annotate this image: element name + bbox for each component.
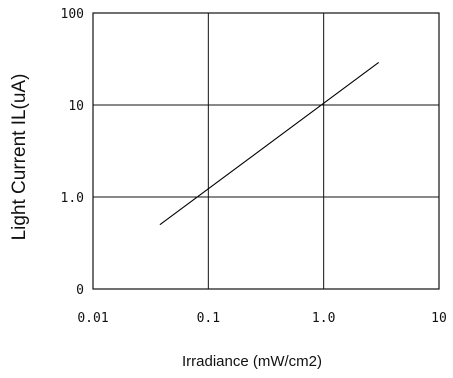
y-axis-ticks: 0 1.0 10 100 [61,7,84,298]
plot-frame [92,12,440,290]
y-axis-title: Light Current IL(uA) [9,74,30,241]
x-tick-label: 0.1 [197,311,220,326]
series-layer [159,62,380,226]
y-tick-label: 1.0 [61,191,84,206]
series-line [159,62,380,226]
y-tick-label: 0 [76,283,84,298]
y-tick-label: 100 [61,7,84,22]
grid [93,13,439,289]
y-tick-label: 10 [68,99,84,114]
x-tick-label: 10 [431,311,447,326]
x-tick-label: 0.01 [77,311,108,326]
x-axis-title: Irradiance (mW/cm2) [182,353,322,370]
x-axis-ticks: 0.01 0.1 1.0 10 [77,311,446,326]
x-tick-label: 1.0 [312,311,335,326]
